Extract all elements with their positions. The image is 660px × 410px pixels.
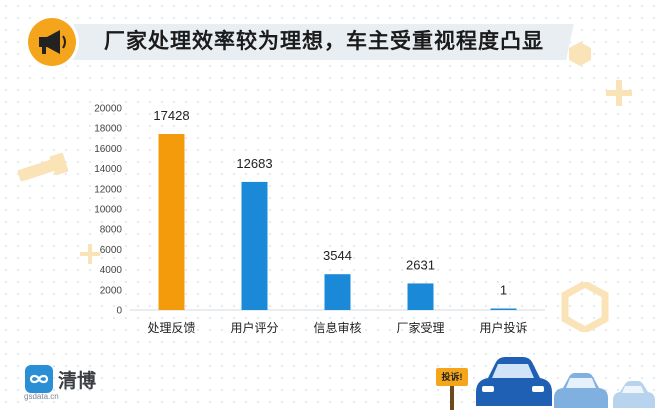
x-tick-label: 厂家受理 — [396, 320, 444, 335]
data-label: 17428 — [153, 108, 189, 123]
decorative-plus-icon — [606, 80, 632, 106]
data-label: 3544 — [323, 248, 352, 263]
x-tick-label: 用户投诉 — [479, 320, 527, 335]
x-tick-label: 处理反馈 — [147, 321, 195, 335]
y-tick-label: 18000 — [94, 124, 122, 135]
bar — [407, 283, 434, 310]
decorative-bolt-icon — [17, 152, 69, 182]
bar — [241, 181, 268, 310]
y-tick-label: 2000 — [100, 285, 123, 296]
y-tick-label: 20000 — [94, 104, 122, 115]
x-tick-label: 用户评分 — [230, 320, 278, 335]
y-tick-label: 6000 — [100, 245, 123, 256]
y-tick-label: 4000 — [100, 265, 123, 276]
y-tick-label: 10000 — [94, 205, 122, 216]
decorative-hexagon-icon — [569, 42, 591, 66]
decorative-plus-icon — [80, 244, 100, 264]
data-label: 2631 — [406, 257, 435, 272]
car-icon — [613, 381, 655, 408]
megaphone-icon — [39, 30, 66, 54]
y-tick-label: 16000 — [94, 144, 122, 155]
logo-name: 清博 — [58, 371, 97, 392]
megaphone-badge — [28, 18, 76, 66]
y-tick-label: 0 — [116, 306, 122, 317]
page-title: 厂家处理效率较为理想，车主受重视程度凸显 — [104, 30, 544, 53]
bar — [490, 308, 517, 310]
logo-url: gsdata.cn — [24, 392, 59, 401]
complaint-sign: 投诉! — [436, 368, 468, 386]
car-icon — [476, 357, 552, 406]
infinity-icon — [25, 365, 53, 393]
data-label: 1 — [500, 283, 507, 298]
bar — [324, 274, 351, 310]
y-tick-label: 12000 — [94, 184, 122, 195]
y-tick-label: 8000 — [100, 225, 123, 236]
data-label: 12683 — [236, 156, 272, 171]
x-tick-label: 信息审核 — [313, 320, 361, 335]
decorative-nut-icon — [561, 282, 609, 332]
car-icon — [554, 373, 608, 408]
sign-post — [450, 386, 454, 410]
y-tick-label: 14000 — [94, 164, 122, 175]
bar — [158, 133, 185, 310]
